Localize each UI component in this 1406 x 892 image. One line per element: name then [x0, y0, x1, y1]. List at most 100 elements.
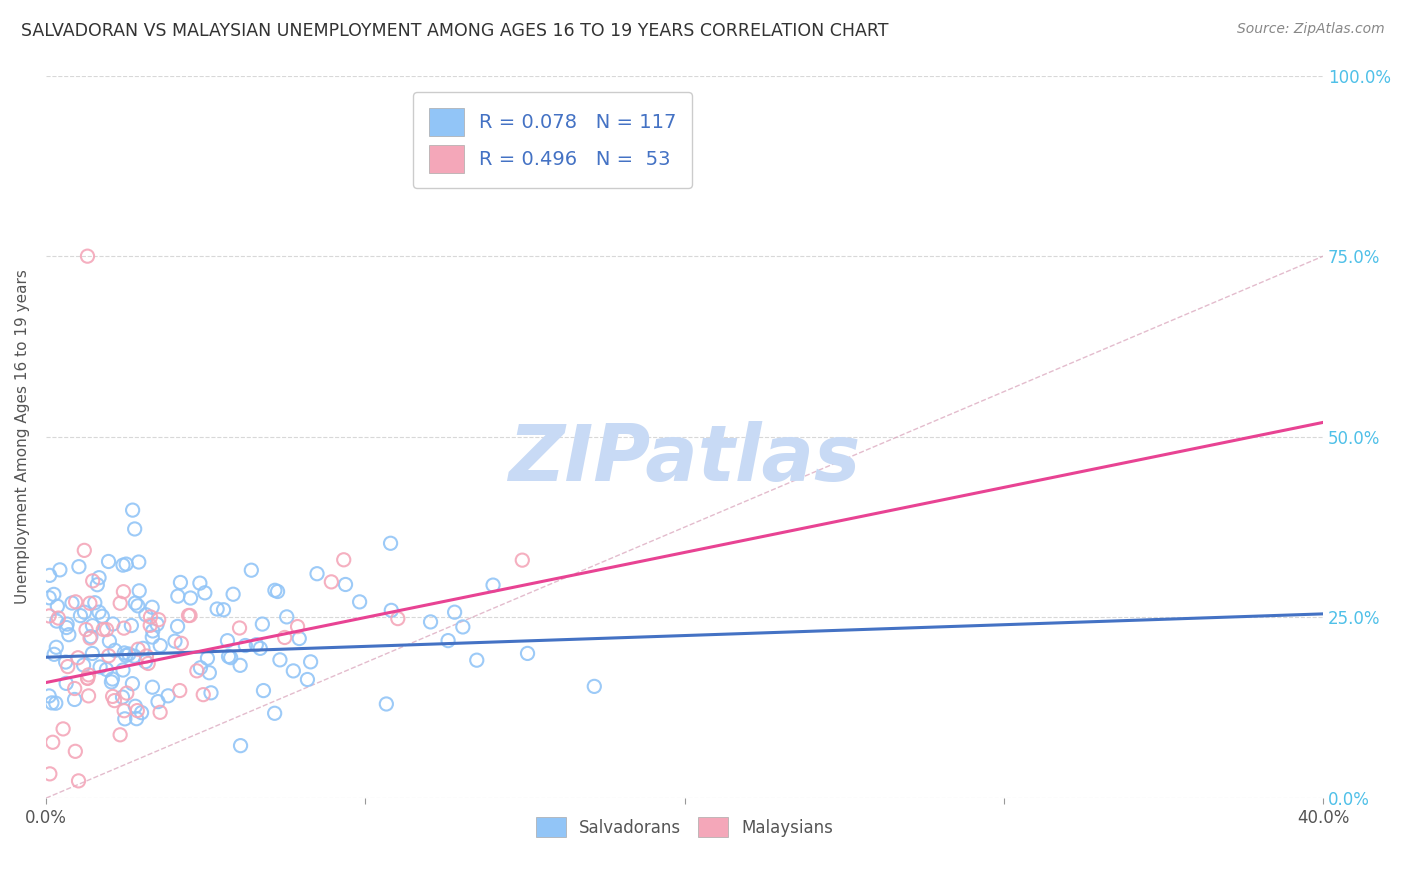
Point: [46, 611, 69, 625]
Text: Source: ZipAtlas.com: Source: ZipAtlas.com: [1237, 22, 1385, 37]
Point: [157, 689, 180, 703]
Point: [169, 683, 191, 698]
Point: [252, 683, 274, 698]
Point: [89, 660, 111, 674]
Point: [38, 689, 60, 703]
Point: [97, 554, 120, 568]
Point: [73, 605, 96, 619]
Legend: Salvadorans, Malaysians: Salvadorans, Malaysians: [529, 810, 839, 844]
Point: [122, 649, 145, 664]
Point: [91, 609, 114, 624]
Point: [190, 661, 212, 675]
Point: [583, 679, 606, 693]
Point: [67, 559, 90, 574]
Point: [55, 655, 77, 669]
Point: [228, 621, 250, 635]
Point: [127, 599, 149, 613]
Point: [120, 618, 142, 632]
Point: [186, 664, 208, 678]
Point: [146, 617, 169, 632]
Point: [121, 503, 143, 517]
Point: [269, 653, 291, 667]
Point: [142, 624, 165, 638]
Point: [135, 655, 157, 669]
Point: [335, 577, 357, 591]
Point: [38, 568, 60, 582]
Y-axis label: Unemployment Among Ages 16 to 19 years: Unemployment Among Ages 16 to 19 years: [15, 269, 30, 604]
Point: [108, 596, 131, 610]
Point: [127, 642, 149, 657]
Point: [170, 636, 193, 650]
Point: [77, 689, 100, 703]
Point: [38, 608, 60, 623]
Point: [76, 672, 98, 686]
Point: [111, 558, 134, 573]
Point: [380, 603, 402, 617]
Point: [218, 649, 240, 664]
Text: SALVADORAN VS MALAYSIAN UNEMPLOYMENT AMONG AGES 16 TO 19 YEARS CORRELATION CHART: SALVADORAN VS MALAYSIAN UNEMPLOYMENT AMO…: [21, 22, 889, 40]
Point: [437, 633, 460, 648]
Point: [101, 617, 124, 632]
Point: [124, 522, 146, 536]
Point: [125, 712, 148, 726]
Point: [82, 618, 104, 632]
Point: [132, 641, 155, 656]
Point: [38, 591, 60, 605]
Point: [52, 722, 75, 736]
Point: [266, 584, 288, 599]
Point: [305, 566, 328, 581]
Point: [124, 596, 146, 610]
Point: [131, 706, 153, 720]
Point: [229, 739, 252, 753]
Point: [100, 675, 122, 690]
Point: [112, 646, 135, 660]
Point: [219, 650, 242, 665]
Point: [83, 596, 105, 610]
Point: [58, 628, 80, 642]
Point: [263, 706, 285, 721]
Point: [49, 563, 72, 577]
Point: [419, 615, 441, 629]
Point: [111, 663, 134, 677]
Text: ZIPatlas: ZIPatlas: [509, 420, 860, 497]
Point: [108, 728, 131, 742]
Point: [276, 610, 298, 624]
Point: [103, 693, 125, 707]
Point: [332, 553, 354, 567]
Point: [283, 664, 305, 678]
Point: [118, 647, 141, 661]
Point: [252, 617, 274, 632]
Point: [46, 599, 69, 614]
Point: [112, 704, 135, 718]
Point: [205, 602, 228, 616]
Point: [197, 651, 219, 665]
Point: [98, 634, 121, 648]
Point: [179, 608, 201, 623]
Point: [235, 639, 257, 653]
Point: [115, 686, 138, 700]
Point: [112, 584, 135, 599]
Point: [115, 648, 138, 663]
Point: [141, 680, 163, 694]
Point: [111, 690, 134, 705]
Point: [451, 620, 474, 634]
Point: [96, 623, 118, 637]
Point: [169, 575, 191, 590]
Point: [44, 648, 66, 662]
Point: [55, 621, 77, 635]
Point: [136, 657, 159, 671]
Point: [510, 553, 533, 567]
Point: [72, 658, 94, 673]
Point: [91, 623, 114, 637]
Point: [112, 621, 135, 635]
Point: [101, 690, 124, 704]
Point: [139, 618, 162, 632]
Point: [273, 631, 295, 645]
Point: [69, 608, 91, 623]
Point: [79, 596, 101, 610]
Point: [56, 617, 79, 632]
Point: [349, 595, 371, 609]
Point: [60, 596, 83, 610]
Point: [45, 614, 67, 628]
Point: [75, 623, 97, 637]
